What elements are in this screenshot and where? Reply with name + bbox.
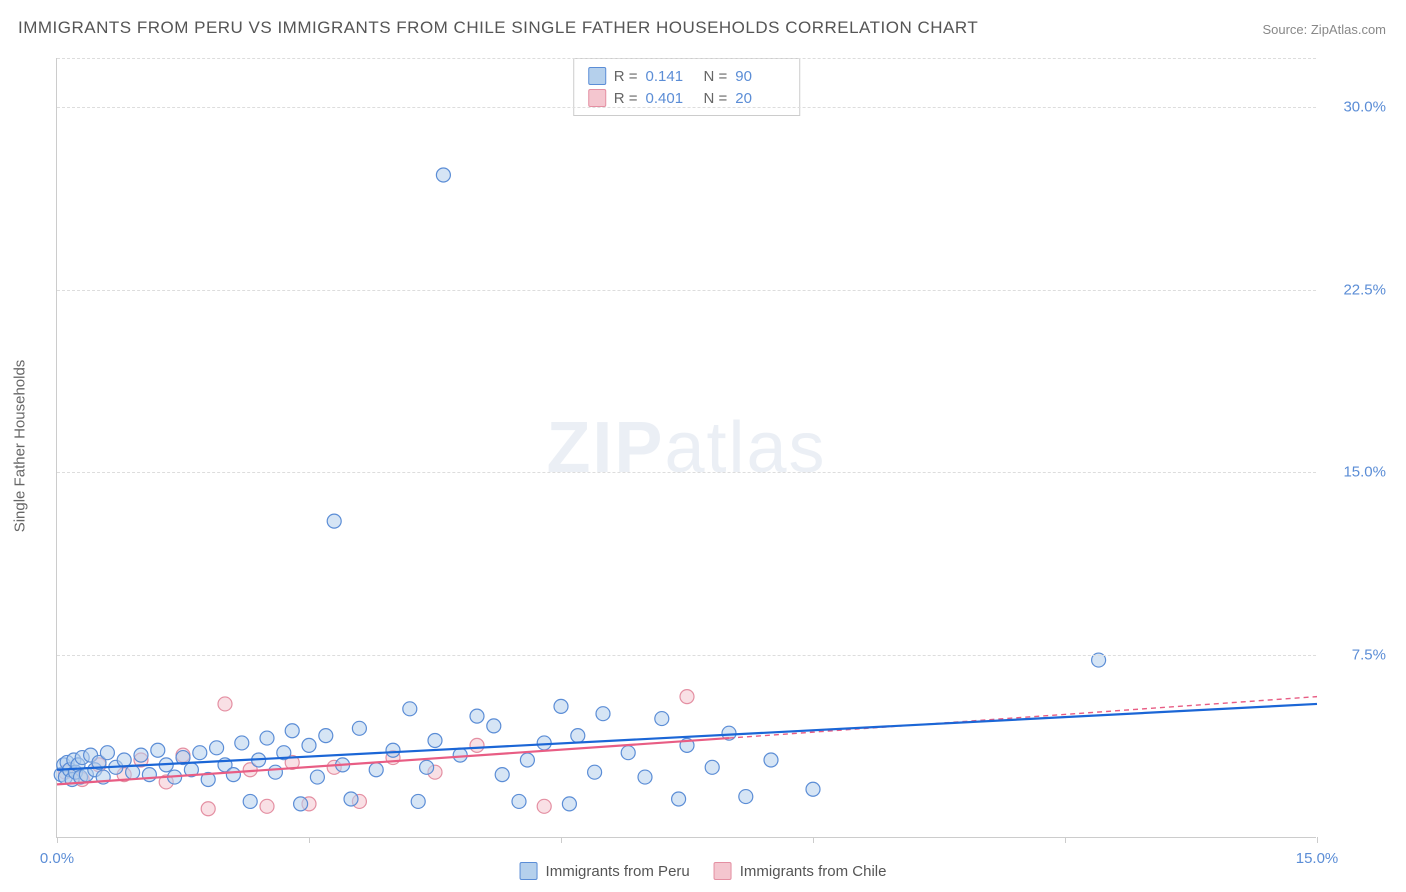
plot-area: ZIPatlas R = 0.141 N = 90 R = 0.401 N = …	[56, 58, 1316, 838]
x-tick	[57, 837, 58, 843]
data-point	[294, 797, 308, 811]
swatch-peru	[588, 67, 606, 85]
data-point	[201, 802, 215, 816]
data-point	[436, 168, 450, 182]
data-point	[260, 731, 274, 745]
legend-series: Immigrants from Peru Immigrants from Chi…	[520, 862, 887, 880]
x-tick-label: 0.0%	[40, 850, 74, 867]
data-point	[151, 743, 165, 757]
x-tick-label: 15.0%	[1296, 850, 1339, 867]
data-point	[655, 712, 669, 726]
y-tick-label: 15.0%	[1326, 464, 1386, 481]
data-point	[453, 748, 467, 762]
swatch-chile-bottom	[714, 862, 732, 880]
data-point	[210, 741, 224, 755]
data-point	[100, 746, 114, 760]
data-point	[369, 763, 383, 777]
data-point	[218, 697, 232, 711]
trend-line	[729, 697, 1317, 738]
data-point	[470, 709, 484, 723]
swatch-chile	[588, 89, 606, 107]
swatch-peru-bottom	[520, 862, 538, 880]
data-point	[302, 738, 316, 752]
x-tick	[1317, 837, 1318, 843]
data-point	[764, 753, 778, 767]
data-point	[705, 760, 719, 774]
data-point	[554, 699, 568, 713]
data-point	[327, 514, 341, 528]
legend-stats-row-peru: R = 0.141 N = 90	[588, 65, 786, 87]
data-point	[537, 736, 551, 750]
data-point	[562, 797, 576, 811]
data-point	[588, 765, 602, 779]
data-point	[596, 707, 610, 721]
data-point	[672, 792, 686, 806]
y-tick-label: 22.5%	[1326, 281, 1386, 298]
data-point	[487, 719, 501, 733]
data-point	[268, 765, 282, 779]
data-point	[235, 736, 249, 750]
data-point	[411, 794, 425, 808]
data-point	[310, 770, 324, 784]
data-point	[621, 746, 635, 760]
data-point	[428, 734, 442, 748]
data-point	[470, 738, 484, 752]
data-point	[260, 799, 274, 813]
data-point	[352, 721, 366, 735]
x-tick	[813, 837, 814, 843]
data-point	[420, 760, 434, 774]
data-point	[571, 729, 585, 743]
chart-svg	[57, 58, 1316, 837]
grid-line	[57, 290, 1316, 291]
legend-item-chile: Immigrants from Chile	[714, 862, 887, 880]
data-point	[319, 729, 333, 743]
x-tick	[561, 837, 562, 843]
data-point	[134, 748, 148, 762]
source-attribution: Source: ZipAtlas.com	[1262, 22, 1386, 37]
data-point	[680, 690, 694, 704]
data-point	[512, 794, 526, 808]
legend-stats-row-chile: R = 0.401 N = 20	[588, 87, 786, 109]
y-tick-label: 30.0%	[1326, 98, 1386, 115]
y-axis-label: Single Father Households	[12, 360, 29, 533]
grid-line	[57, 472, 1316, 473]
x-tick	[309, 837, 310, 843]
data-point	[386, 743, 400, 757]
data-point	[739, 790, 753, 804]
data-point	[537, 799, 551, 813]
data-point	[495, 768, 509, 782]
data-point	[638, 770, 652, 784]
data-point	[520, 753, 534, 767]
data-point	[126, 765, 140, 779]
data-point	[344, 792, 358, 806]
chart-title: IMMIGRANTS FROM PERU VS IMMIGRANTS FROM …	[18, 18, 978, 38]
data-point	[285, 724, 299, 738]
data-point	[806, 782, 820, 796]
grid-line	[57, 655, 1316, 656]
data-point	[142, 768, 156, 782]
grid-line	[57, 107, 1316, 108]
data-point	[243, 794, 257, 808]
data-point	[403, 702, 417, 716]
data-point	[193, 746, 207, 760]
legend-item-peru: Immigrants from Peru	[520, 862, 690, 880]
y-tick-label: 7.5%	[1326, 647, 1386, 664]
x-tick	[1065, 837, 1066, 843]
data-point	[226, 768, 240, 782]
